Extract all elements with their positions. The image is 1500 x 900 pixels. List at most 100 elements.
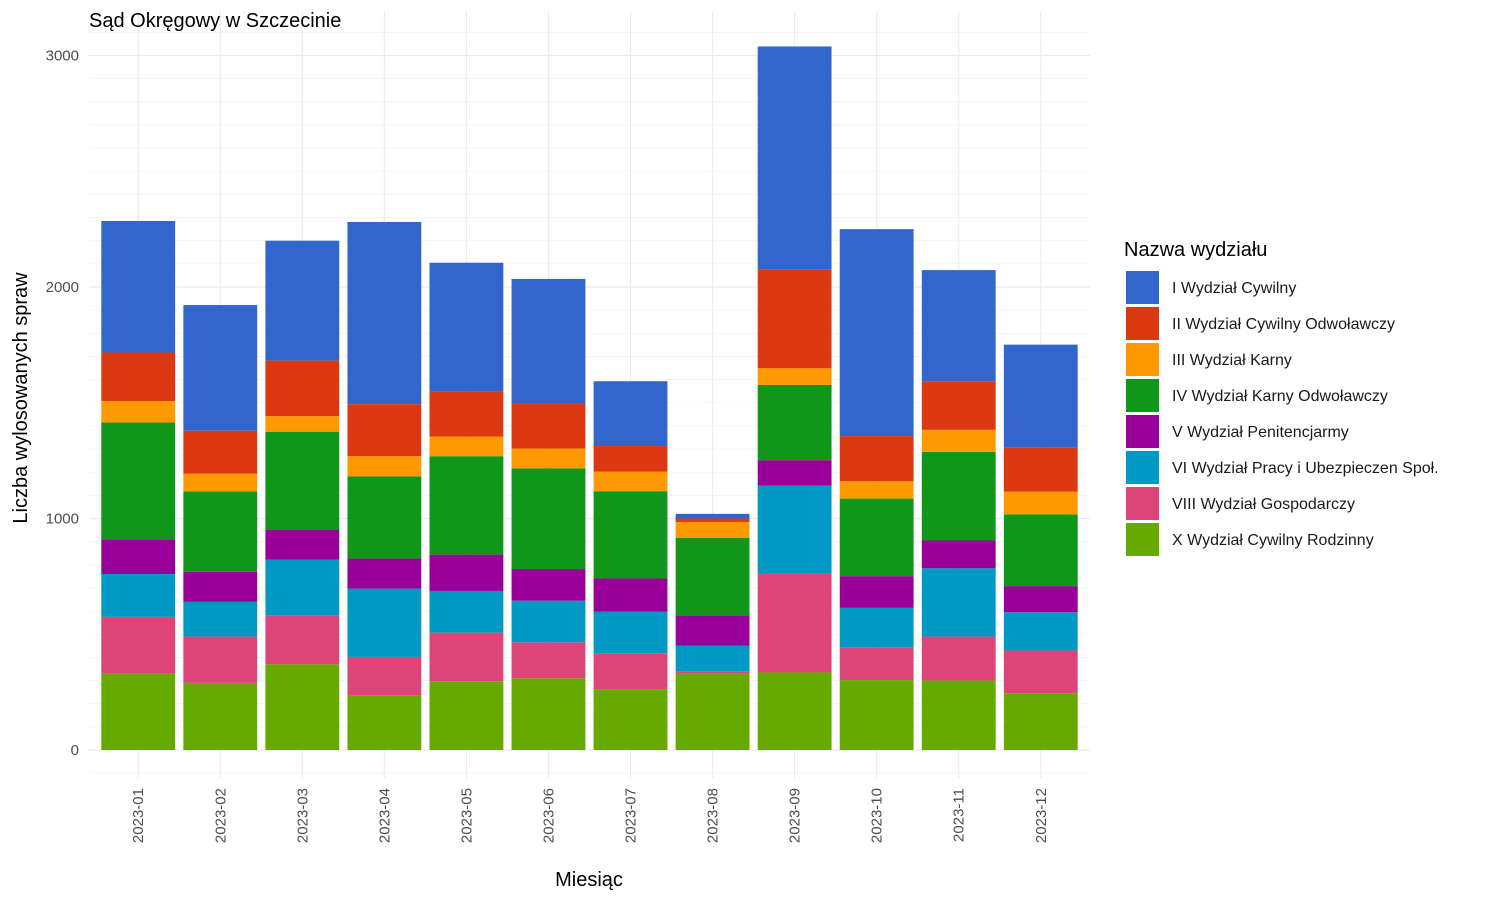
bar-segment <box>675 537 750 616</box>
legend-label: I Wydział Cywilny <box>1172 280 1296 297</box>
bar-segment <box>183 473 258 492</box>
bar-segment <box>757 672 832 750</box>
bar-segment <box>347 695 422 750</box>
bar-segment <box>1003 586 1078 613</box>
bar-segment <box>839 576 914 608</box>
bar-segment <box>429 262 504 392</box>
x-tick-label: 2023-01 <box>130 788 147 843</box>
bar-segment <box>675 518 750 522</box>
legend-label: III Wydział Karny <box>1172 352 1292 369</box>
bar-segment <box>183 491 258 572</box>
legend-swatch <box>1126 523 1159 556</box>
bar-segment <box>1003 612 1078 651</box>
x-axis-ticks: 2023-01 2023-02 2023-03 2023-04 2023-05 2023-… <box>130 788 1050 843</box>
bar-segment <box>347 656 422 696</box>
legend-swatch <box>1126 307 1159 340</box>
bar-segment <box>347 404 422 457</box>
bar-segment <box>265 240 340 361</box>
bar-segment <box>839 498 914 577</box>
x-tick-label: 2023-07 <box>623 788 640 843</box>
bar-segment <box>1003 514 1078 587</box>
y-tick-label: 3000 <box>46 48 79 65</box>
x-tick-label: 2023-04 <box>376 788 393 843</box>
bar-segment <box>675 671 750 674</box>
x-tick-label: 2023-03 <box>294 788 311 843</box>
bar-segment <box>921 680 996 750</box>
bar-segment <box>511 600 586 643</box>
bar-segment <box>265 360 340 417</box>
chart-title: Sąd Okręgowy w Szczecinie <box>89 10 341 32</box>
legend: Nazwa wydziału I Wydział Cywilny II Wydzi… <box>1124 239 1439 556</box>
bar-segment <box>1003 491 1078 515</box>
bar-segment <box>511 403 586 449</box>
bar-segment <box>347 558 422 589</box>
bar-segment <box>757 485 832 574</box>
x-axis-title: Miesiąc <box>555 869 623 891</box>
bar-segment <box>593 471 668 492</box>
bar-segment <box>593 491 668 579</box>
legend-items: I Wydział Cywilny II Wydział Cywilny Odwo… <box>1126 271 1439 556</box>
bar-segment <box>183 305 258 431</box>
y-tick-label: 1000 <box>46 511 79 528</box>
bar-segment <box>183 430 258 474</box>
bar-segment <box>921 429 996 452</box>
bar-segment <box>593 611 668 654</box>
bar-segment <box>183 571 258 602</box>
bar-segment <box>265 416 340 432</box>
legend-swatch <box>1126 415 1159 448</box>
y-axis-ticks: 0 1000 2000 3000 <box>46 48 79 760</box>
bar-segment <box>101 422 176 540</box>
bar-segment <box>347 588 422 657</box>
bar-segment <box>757 460 832 486</box>
bar-segment <box>429 590 504 633</box>
bar-segment <box>675 513 750 519</box>
bar-segment <box>675 615 750 646</box>
bar-segment <box>101 616 176 674</box>
legend-label: VIII Wydział Gospodarczy <box>1172 496 1355 513</box>
x-tick-label: 2023-11 <box>951 788 968 842</box>
bar-segment <box>429 681 504 750</box>
y-tick-label: 2000 <box>46 279 79 296</box>
bar-segment <box>921 540 996 569</box>
bar-segment <box>183 601 258 637</box>
bar-segment <box>347 221 422 405</box>
bar-segment <box>101 221 176 353</box>
legend-swatch <box>1126 271 1159 304</box>
bar-segment <box>101 401 176 423</box>
bar-segment <box>511 278 586 404</box>
x-tick-label: 2023-12 <box>1033 788 1050 843</box>
bar-segment <box>839 229 914 437</box>
bar-segment <box>101 574 176 617</box>
bar-segment <box>757 269 832 369</box>
x-tick-label: 2023-08 <box>705 788 722 843</box>
bar-segment <box>921 451 996 541</box>
bar-segment <box>839 436 914 482</box>
legend-title: Nazwa wydziału <box>1124 239 1267 261</box>
bars <box>101 46 1078 750</box>
bar-segment <box>265 559 340 616</box>
bar-segment <box>1003 447 1078 492</box>
bar-segment <box>675 521 750 538</box>
bar-segment <box>101 352 176 402</box>
x-tick-label: 2023-10 <box>869 788 886 843</box>
x-tick-label: 2023-05 <box>458 788 475 843</box>
bar-segment <box>511 468 586 569</box>
y-axis-title: Liczba wylosowanych spraw <box>10 272 32 524</box>
legend-label: II Wydział Cywilny Odwoławczy <box>1172 316 1395 333</box>
bar-segment <box>265 664 340 750</box>
bar-segment <box>429 436 504 457</box>
bar-segment <box>593 446 668 472</box>
bar-segment <box>429 632 504 682</box>
bar-segment <box>183 636 258 683</box>
bar-segment <box>511 642 586 679</box>
bar-segment <box>511 568 586 601</box>
bar-segment <box>839 647 914 681</box>
bar-segment <box>921 270 996 382</box>
bar-segment <box>675 673 750 750</box>
bar-segment <box>429 554 504 591</box>
bar-segment <box>839 481 914 499</box>
bar-segment <box>101 673 176 750</box>
legend-swatch <box>1126 451 1159 484</box>
x-tick-label: 2023-09 <box>787 788 804 843</box>
